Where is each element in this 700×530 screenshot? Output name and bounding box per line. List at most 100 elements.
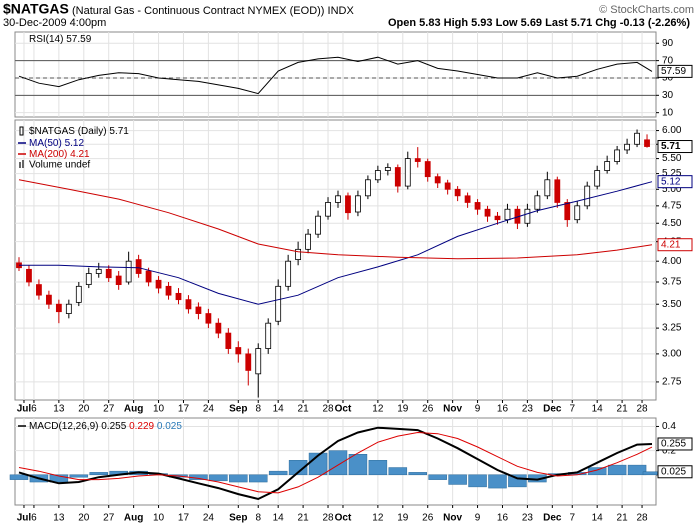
histogram-bar — [328, 450, 348, 476]
histogram-bar — [348, 454, 368, 476]
x-tick-label: Nov — [443, 404, 462, 415]
y-tick-label: 3.25 — [662, 323, 682, 334]
legend-text: RSI(14) — [29, 34, 63, 45]
histogram-bar — [368, 460, 388, 476]
x-tick-label: Jul — [17, 404, 32, 415]
x-tick-label: 10 — [153, 513, 165, 524]
y-tick-label: 0.2 — [662, 445, 676, 456]
y-tick-label: 3.00 — [662, 349, 682, 360]
candle-body — [315, 215, 321, 235]
candle-body — [434, 176, 441, 184]
histogram-bar — [488, 474, 507, 489]
copyright: © StockCharts.com — [599, 4, 694, 16]
candle-body — [175, 292, 182, 301]
histogram-bar — [209, 474, 228, 482]
candle-body — [584, 185, 591, 207]
candle-body — [594, 170, 601, 187]
quote: Open 5.83 High 5.93 Low 5.69 Last 5.71 C… — [388, 17, 690, 29]
x-tick-label: 19 — [397, 404, 409, 415]
x-tick-label: 14 — [592, 404, 604, 415]
y-tick-label: 5.50 — [662, 153, 682, 164]
value-label: 5.71 — [661, 141, 681, 152]
legend-text: 57.59 — [66, 34, 91, 45]
x-tick-label: Sep — [229, 513, 247, 524]
x-tick-label: 28 — [322, 404, 334, 415]
candle-body — [295, 248, 302, 260]
x-tick-label: Dec — [543, 404, 562, 415]
x-tick-label: 23 — [522, 404, 534, 415]
candle-body — [355, 195, 361, 213]
x-tick-label: 9 — [475, 404, 481, 415]
candle-body — [95, 268, 102, 274]
candle-body — [55, 303, 62, 313]
legend-icon — [19, 126, 24, 136]
legend-text: 5.71 — [109, 126, 129, 137]
candle-body — [494, 215, 501, 221]
candle-body — [364, 179, 371, 197]
x-tick-label: 17 — [178, 513, 190, 524]
candle-body — [384, 167, 391, 171]
candle-body — [26, 268, 32, 283]
candle-body — [444, 182, 451, 190]
histogram-bar — [627, 464, 647, 476]
y-tick-label: 2.75 — [662, 377, 682, 388]
candle-body — [345, 195, 351, 214]
candle-body — [544, 179, 551, 197]
candle-body — [564, 202, 571, 221]
legend-icon — [19, 162, 21, 168]
candle-body — [305, 233, 311, 250]
y-tick-label: 3.50 — [662, 299, 682, 310]
y-tick-label: 70 — [662, 55, 674, 66]
x-tick-label: 26 — [422, 513, 434, 524]
histogram-bar — [69, 474, 89, 478]
x-tick-label: 21 — [617, 404, 629, 415]
panel — [14, 119, 657, 401]
legend-text: 0.025 — [157, 421, 182, 432]
x-tick-label: Sep — [229, 404, 247, 415]
x-tick-label: 21 — [298, 513, 310, 524]
subtitle: (Natural Gas - Continuous Contract NYMEX… — [72, 5, 354, 17]
x-tick-label: 24 — [203, 513, 215, 524]
x-tick-label: Dec — [543, 513, 562, 524]
legend-icon — [22, 160, 24, 168]
candle-body — [85, 273, 92, 285]
candle-body — [205, 313, 212, 324]
candle-body — [165, 285, 172, 296]
candle-body — [644, 139, 650, 147]
x-tick-label: 27 — [103, 513, 115, 524]
x-tick-label: Aug — [124, 513, 143, 524]
histogram-bar — [49, 474, 69, 483]
candle-body — [195, 306, 202, 314]
x-tick-label: 13 — [53, 404, 65, 415]
candle-body — [554, 179, 561, 203]
candle-body — [75, 285, 82, 303]
candle-body — [245, 353, 252, 371]
value-box — [657, 437, 693, 451]
x-tick-label: 24 — [203, 404, 215, 415]
candle-body — [115, 275, 122, 285]
legend-text: 4.21 — [70, 149, 90, 160]
histogram-bar — [89, 472, 108, 476]
legend-entry: RSI(14) 57.59 — [29, 34, 92, 45]
x-tick-label: 27 — [103, 404, 115, 415]
x-tick-label: 8 — [255, 404, 261, 415]
x-tick-label: 13 — [53, 513, 65, 524]
candle-body — [404, 158, 411, 187]
panel — [14, 31, 657, 118]
candle-body — [45, 294, 52, 305]
x-tick-label: 23 — [522, 513, 534, 524]
candle-body — [424, 161, 431, 178]
candle-body — [285, 260, 292, 287]
line-series — [19, 181, 653, 305]
x-tick-label: 21 — [298, 404, 310, 415]
y-tick-label: 4.00 — [662, 256, 682, 267]
x-tick-label: 17 — [178, 404, 190, 415]
value-label: 5.12 — [661, 176, 681, 187]
legend-entry: MA(200) 4.21 — [29, 149, 90, 160]
y-tick-label: 4.50 — [662, 218, 682, 229]
candle-body — [374, 170, 381, 181]
histogram-bar — [268, 470, 288, 476]
y-tick-label: 5.00 — [662, 184, 682, 195]
x-tick-label: 8 — [255, 513, 261, 524]
candle-body — [155, 279, 162, 289]
